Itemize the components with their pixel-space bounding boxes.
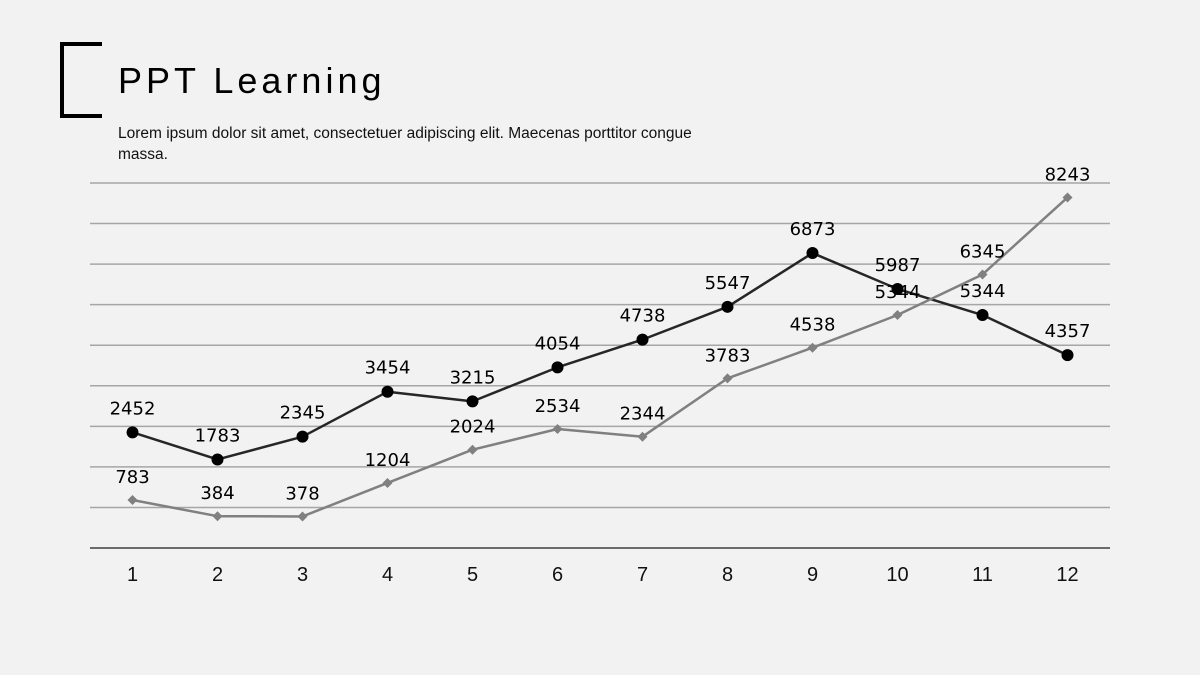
series-2-point — [892, 310, 903, 321]
series-2-point — [552, 424, 563, 435]
series-2-data-label: 2534 — [535, 396, 581, 417]
series-2-line — [132, 196, 1069, 518]
series-2-point — [212, 511, 223, 522]
series-2-data-label: 2024 — [450, 417, 496, 438]
title-bracket-decoration — [60, 42, 102, 118]
page-title: PPT Learning — [118, 60, 386, 101]
x-tick-label: 5 — [467, 564, 478, 586]
series-1-data-label: 4357 — [1045, 321, 1091, 342]
series-2-data-label: 378 — [285, 483, 319, 504]
x-tick-label: 6 — [552, 564, 563, 586]
series-1-data-label: 2452 — [110, 398, 156, 419]
series-1-data-label: 5344 — [960, 281, 1006, 302]
series-1-point — [891, 282, 904, 295]
x-tick-label: 12 — [1056, 564, 1078, 586]
bracket-gap — [98, 52, 102, 90]
page-subtitle: Lorem ipsum dolor sit amet, consectetuer… — [118, 125, 692, 163]
series-2-point — [807, 342, 818, 353]
series-1-data-label: 6873 — [790, 219, 836, 240]
series-1-point — [976, 309, 989, 322]
series-2-point — [977, 269, 988, 280]
x-tick-label: 1 — [127, 564, 138, 586]
series-1-line — [132, 251, 1069, 461]
series-2-data-label: 6345 — [960, 241, 1006, 262]
x-tick-label: 2 — [212, 564, 223, 586]
series-1-point — [466, 395, 479, 408]
series-2-point — [1062, 192, 1073, 203]
series-1-point — [721, 300, 734, 313]
series-1-point — [636, 333, 649, 346]
series-2-point — [637, 431, 648, 442]
series-2-data-label: 5344 — [875, 282, 921, 303]
x-tick-label: 3 — [297, 564, 308, 586]
x-tick-label: 11 — [972, 564, 993, 586]
series-1-data-label: 1783 — [195, 425, 241, 446]
series-1-point — [551, 361, 564, 374]
x-tick-label: 7 — [637, 564, 648, 586]
series-2-point — [297, 511, 308, 522]
series-2-point — [127, 495, 138, 506]
series-1-data-label: 2345 — [280, 403, 326, 424]
series-2-data-label: 3783 — [705, 345, 751, 366]
x-tick-label: 9 — [807, 564, 818, 586]
series-1-point — [211, 453, 224, 466]
series-1-data-label: 5547 — [705, 273, 751, 294]
x-tick-label: 8 — [722, 564, 733, 586]
series-1-data-label: 5987 — [875, 255, 921, 276]
series-1-point — [126, 426, 139, 439]
series-2-data-label: 1204 — [365, 450, 411, 471]
series-1-data-label: 4738 — [620, 306, 666, 327]
x-tick-label: 10 — [886, 564, 908, 586]
series-2-data-label: 783 — [115, 467, 149, 488]
series-2-data-label: 2344 — [620, 404, 666, 425]
series-2-point — [722, 373, 733, 384]
series-1-data-label: 4054 — [535, 333, 581, 354]
series-2-point — [382, 477, 393, 488]
series-2-data-label: 384 — [200, 483, 234, 504]
series-2-data-label: 4538 — [790, 315, 836, 336]
series-2-data-label: 8243 — [1045, 164, 1091, 185]
series-1-data-label: 3215 — [450, 367, 496, 388]
series-1-point — [1061, 349, 1074, 362]
series-1-point — [296, 430, 309, 443]
x-tick-label: 4 — [382, 564, 393, 586]
series-1-point — [806, 247, 819, 260]
series-2-point — [467, 444, 478, 455]
series-1-point — [381, 385, 394, 398]
series-1-data-label: 3454 — [365, 358, 411, 379]
